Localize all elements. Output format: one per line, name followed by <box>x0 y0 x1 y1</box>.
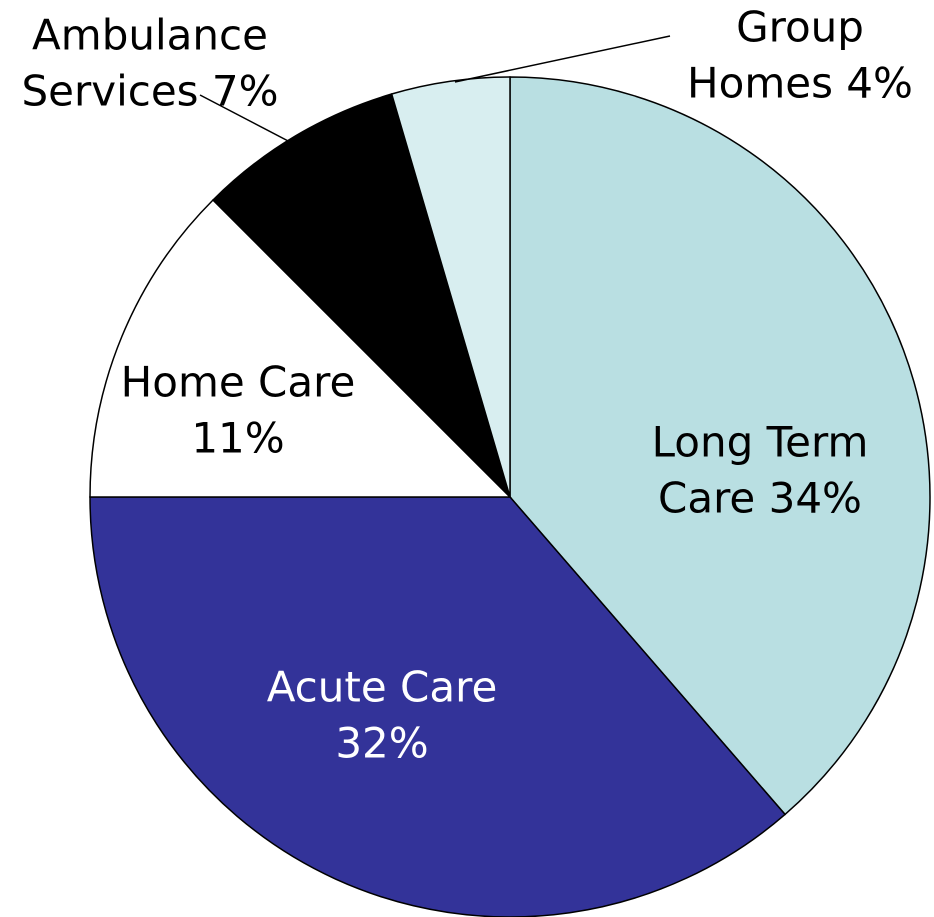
slice-label: Ambulance <box>32 11 268 60</box>
slice-label: Group <box>736 3 864 52</box>
slice-label: 32% <box>335 719 428 768</box>
slice-label: 11% <box>191 414 284 463</box>
slice-label: Care 34% <box>658 474 862 523</box>
slice-label: Home Care <box>121 358 356 407</box>
pie-slice <box>89 496 787 917</box>
pie-slice <box>211 93 511 498</box>
slice-label: Homes 4% <box>687 59 913 108</box>
slice-label: Services 7% <box>21 67 278 116</box>
slice-label: Acute Care <box>267 663 498 712</box>
slice-label: Long Term <box>652 418 869 467</box>
leader-line <box>454 35 671 83</box>
pie-slice <box>89 198 512 498</box>
leader-line <box>199 94 293 144</box>
pie-slice <box>390 76 511 498</box>
pie-slice <box>509 76 931 816</box>
